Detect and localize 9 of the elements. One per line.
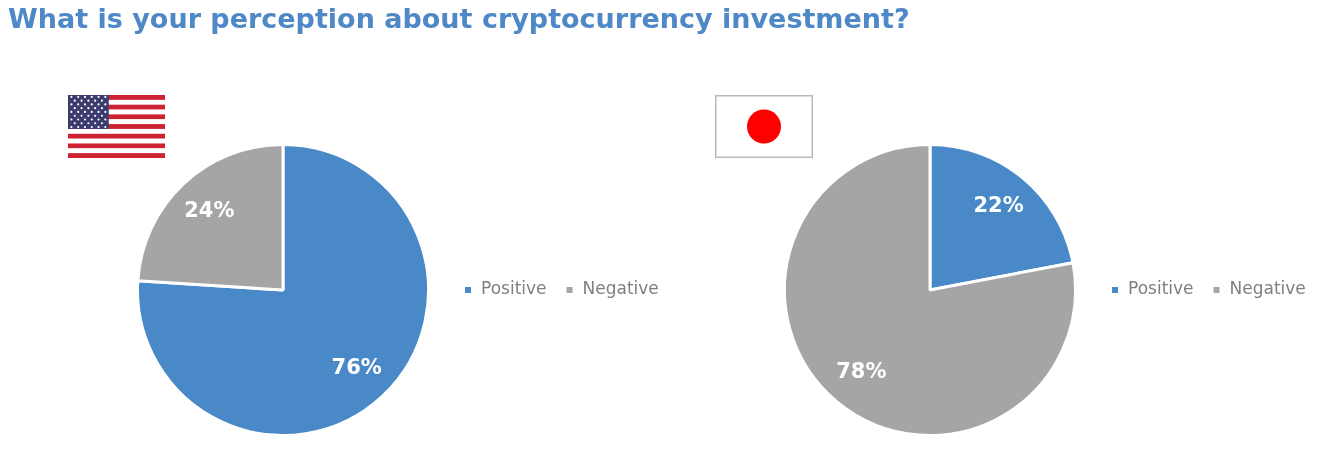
legend-label: Negative [1229, 278, 1306, 299]
legend-label: Positive [481, 278, 547, 299]
chart-title: What is your perception about cryptocurrency investment? [8, 3, 910, 34]
legend-label: Negative [582, 278, 659, 299]
data-label: 22% [973, 193, 1024, 218]
data-label: 76% [331, 354, 382, 379]
data-label: 24% [184, 197, 235, 222]
data-label: 78% [836, 359, 887, 384]
legend-label: Positive [1128, 278, 1194, 299]
